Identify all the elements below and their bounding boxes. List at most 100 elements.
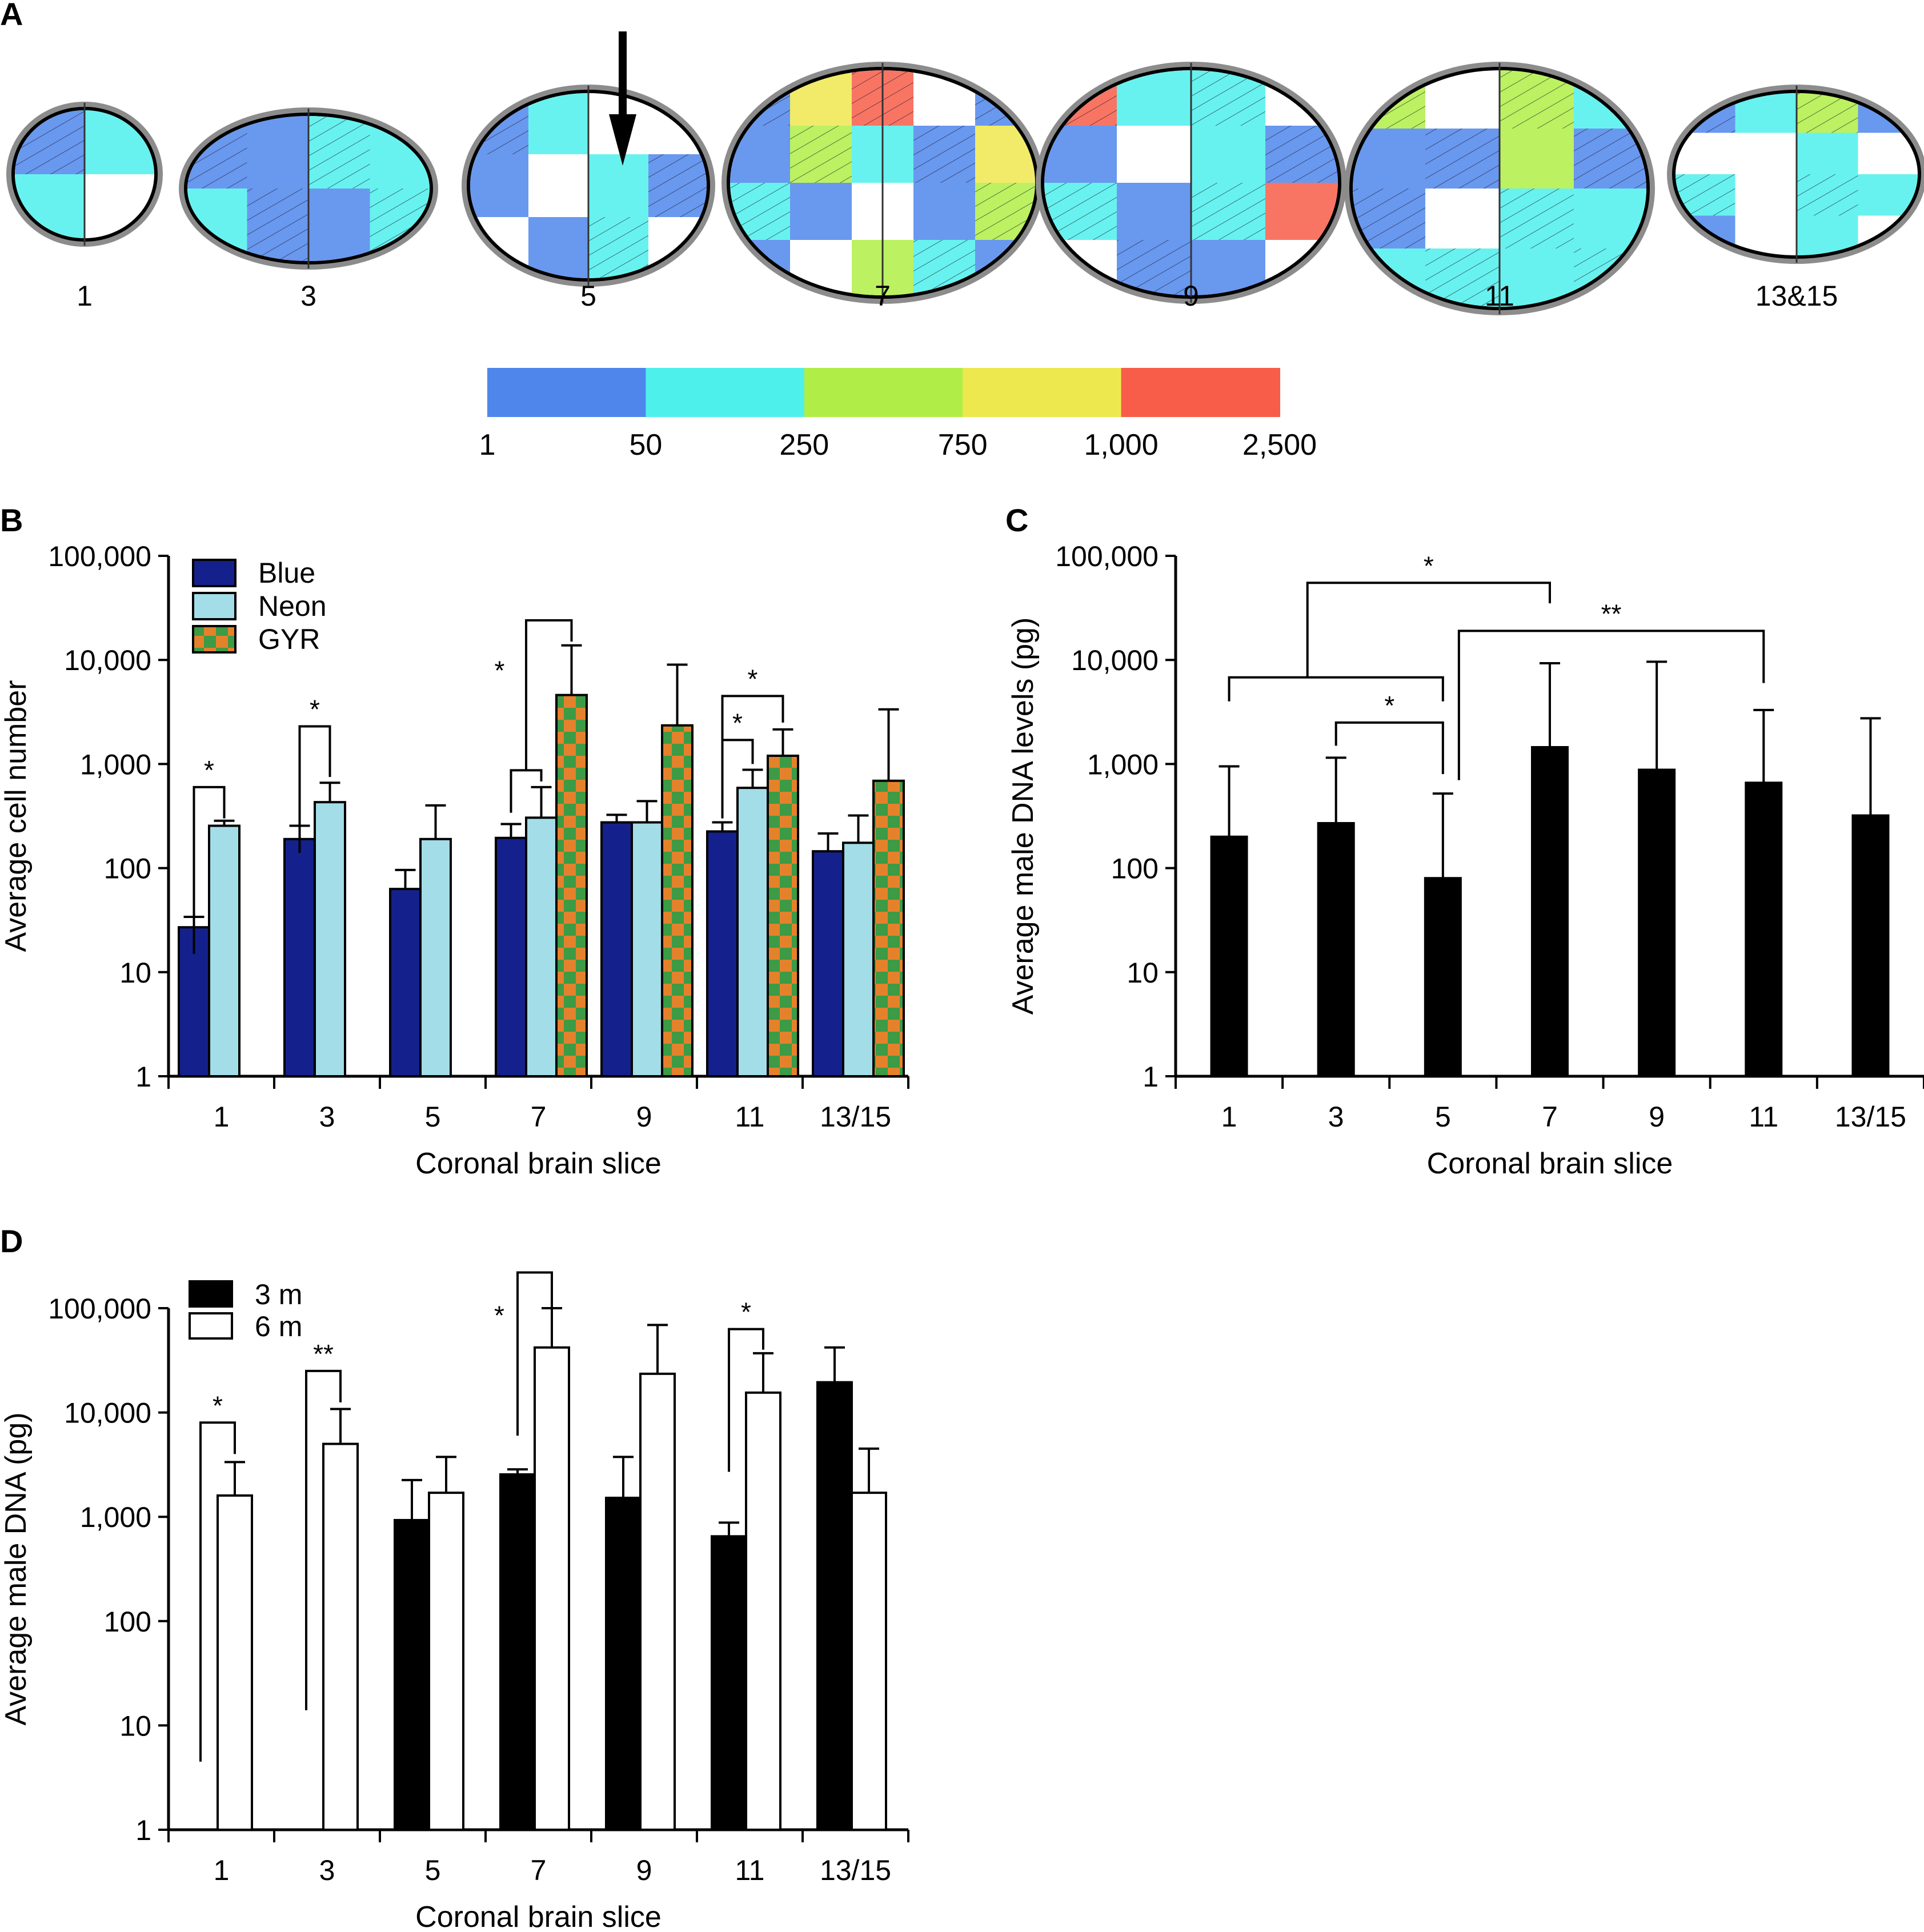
- y-axis-title: Average cell number: [0, 680, 33, 952]
- bar-6-m-slice-11: [745, 1391, 781, 1831]
- bar-gyr-slice-9: [661, 724, 694, 1077]
- slice-label: 13&15: [1755, 280, 1838, 312]
- bar-neon-slice-9: [631, 821, 663, 1077]
- legend-swatch-neon: [192, 592, 237, 620]
- legend-swatch-gyr: [192, 625, 237, 654]
- x-tick-label: 5: [425, 1854, 441, 1886]
- region-hatch: [1500, 189, 1574, 248]
- colorbar-tick-label: 250: [779, 428, 829, 462]
- bar-6-m-slice-7: [534, 1346, 570, 1831]
- brain-slice-13&15: 13&15: [1667, 85, 1924, 312]
- bar-blue-slice-5: [389, 888, 422, 1077]
- bar-3-m-slice-5: [394, 1518, 430, 1831]
- colorbar-swatch: [646, 368, 805, 417]
- region-hatch: [1191, 183, 1265, 240]
- region-cell: [247, 116, 308, 189]
- significance-label: *: [732, 708, 743, 737]
- colorbar-swatch: [963, 368, 1122, 417]
- x-tick-label: 11: [735, 1854, 765, 1886]
- legend-label-3m: 3 m: [255, 1278, 302, 1310]
- brain-slice-9: 9: [1036, 62, 1346, 312]
- brain-slice-5: 5: [462, 85, 715, 312]
- significance-bracket: [1228, 676, 1444, 702]
- significance-label: *: [213, 1390, 223, 1420]
- x-axis-title: Coronal brain slice: [1427, 1147, 1673, 1180]
- significance-label: *: [741, 1297, 751, 1327]
- region-cell: [528, 217, 588, 278]
- panel-label-c: C: [1005, 502, 1029, 538]
- significance-label: *: [494, 1300, 504, 1330]
- significance-label: *: [310, 694, 320, 724]
- region-cell: [913, 183, 975, 240]
- bar-neon-slice-3: [314, 801, 346, 1077]
- region-cell: [1797, 133, 1858, 174]
- panel-label-a: A: [0, 0, 23, 32]
- x-tick-label: 3: [1328, 1101, 1344, 1133]
- x-tick-label: 3: [319, 1854, 335, 1886]
- colorbar-swatch: [804, 368, 964, 417]
- significance-bracket: [193, 785, 226, 954]
- y-tick-label: 10,000: [1071, 644, 1159, 676]
- slice-label: 11: [1485, 280, 1514, 312]
- bar-male-dna-slice-1: [1210, 835, 1248, 1077]
- y-tick-label: 100: [1111, 853, 1159, 885]
- significance-bracket: [1334, 721, 1444, 775]
- region-hatch: [648, 154, 707, 217]
- bar-3-m-slice-9: [605, 1496, 642, 1831]
- region-hatch: [1425, 129, 1500, 189]
- significance-bracket: [721, 739, 754, 819]
- region-hatch: [1353, 70, 1425, 129]
- color-scale-bar: 1 50 250 750 1,000 2,500: [479, 368, 1317, 462]
- slice-label: 3: [300, 280, 316, 312]
- x-tick-label: 13/15: [820, 1854, 891, 1886]
- bar-blue-slice-7: [495, 836, 527, 1078]
- significance-bracket: [298, 725, 331, 853]
- region-hatch: [1574, 248, 1646, 307]
- bar-gyr-slice-7: [555, 694, 588, 1077]
- region-cell: [308, 189, 370, 261]
- colorbar-tick-label: 1,000: [1084, 428, 1159, 462]
- bars: [217, 1307, 887, 1831]
- region-cell: [1500, 129, 1574, 189]
- legend-label-neon: Neon: [258, 590, 327, 622]
- region-cell: [528, 93, 588, 154]
- chart-d-male-dna-by-age: 1 10 100 1,000 10,000 100,000 1 3 5 7 9 11 13/15 Coro…: [0, 1271, 909, 1932]
- significance-bracket: [1306, 582, 1551, 678]
- slice-label: 5: [580, 280, 596, 312]
- bar-blue-slice-9: [600, 821, 633, 1077]
- colorbar-tick-label: 1: [479, 428, 496, 462]
- bar-neon-slice-13-15: [842, 841, 875, 1077]
- slice-label: 9: [1183, 280, 1199, 312]
- x-tick-label: 11: [735, 1101, 765, 1133]
- bars: [1210, 660, 1890, 1077]
- colorbar-tick-label: 50: [629, 428, 662, 462]
- colorbar-tick-label: 2,500: [1242, 428, 1317, 462]
- legend-label-6m: 6 m: [255, 1310, 302, 1342]
- bar-6-m-slice-3: [322, 1442, 359, 1831]
- significance-label: **: [313, 1339, 334, 1369]
- y-tick-label: 100,000: [48, 1293, 151, 1325]
- bar-male-dna-slice-11: [1745, 781, 1783, 1077]
- significance-label: *: [1424, 551, 1434, 580]
- legend-label-gyr: GYR: [258, 623, 320, 655]
- y-tick-label: 100: [104, 1606, 151, 1638]
- x-tick-label: 5: [1435, 1101, 1451, 1133]
- x-tick-label: 7: [531, 1854, 547, 1886]
- x-tick-label: 9: [636, 1854, 652, 1886]
- region-cell: [470, 154, 528, 217]
- y-tick-label: 10,000: [64, 1397, 151, 1429]
- bar-6-m-slice-1: [217, 1494, 253, 1831]
- y-tick-label: 1,000: [1087, 748, 1159, 780]
- x-tick-label: 13/15: [1835, 1101, 1906, 1133]
- bar-male-dna-slice-7: [1531, 745, 1569, 1077]
- colorbar-swatch: [1121, 368, 1280, 417]
- region-hatch: [790, 126, 852, 183]
- legend-label-blue: Blue: [258, 557, 315, 589]
- chart-b-cell-number: 1 10 100 1,000 10,000 100,000 1 3 5 7 9 11 13/15 Coro…: [0, 540, 909, 1180]
- x-axis-title: Coronal brain slice: [415, 1147, 662, 1180]
- region-hatch: [308, 116, 370, 189]
- region-cell: [1353, 248, 1425, 307]
- bar-male-dna-slice-5: [1424, 877, 1462, 1077]
- slice-label: 7: [875, 280, 891, 312]
